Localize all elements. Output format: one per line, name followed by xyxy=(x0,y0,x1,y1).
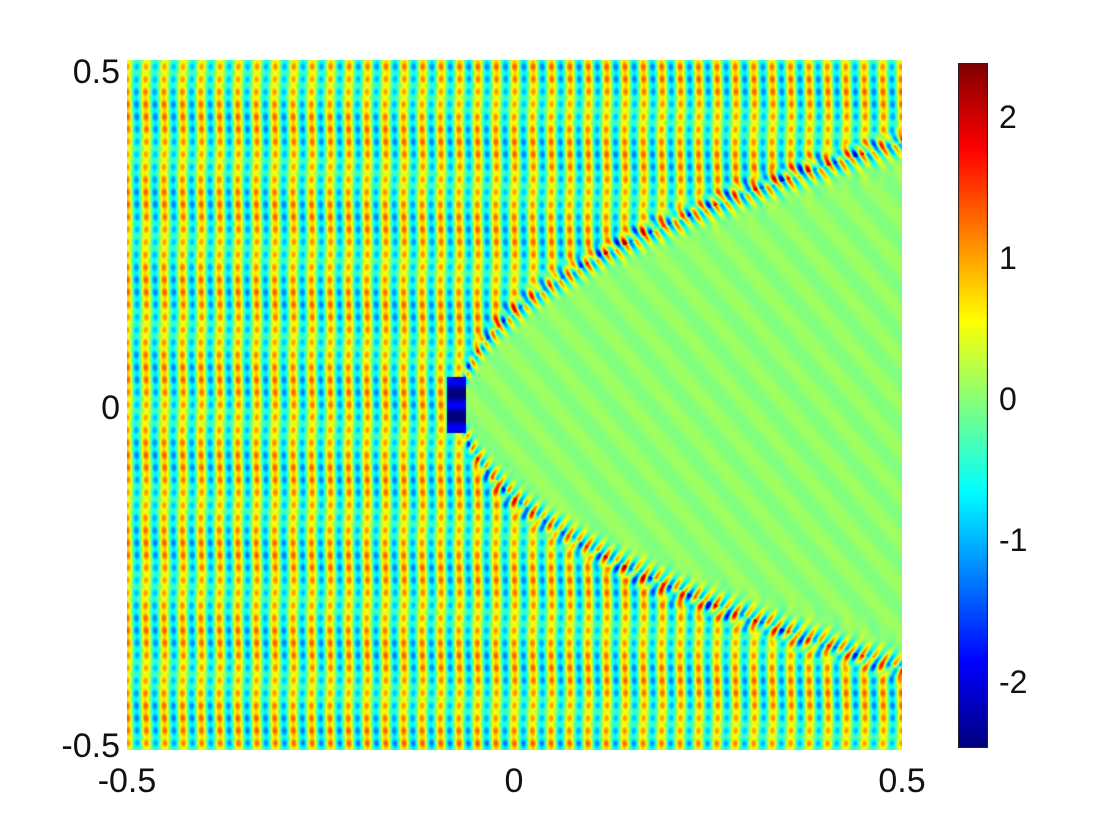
colorbar-tick-label: 1 xyxy=(999,240,1017,276)
x-tick-label: -0.5 xyxy=(97,762,157,800)
y-tick-label: -0.5 xyxy=(61,727,120,765)
colorbar-tick-label: 2 xyxy=(999,99,1017,135)
colorbar-tick-label: -2 xyxy=(999,664,1028,700)
colorbar-tick-label: 0 xyxy=(999,381,1017,417)
x-tick-label: 0 xyxy=(504,762,524,800)
heatmap-plot-area xyxy=(127,60,902,750)
colorbar-tick-label: -1 xyxy=(999,522,1028,558)
colorbar xyxy=(958,63,988,748)
x-tick-label: 0.5 xyxy=(878,762,926,800)
y-tick-label: 0 xyxy=(101,389,120,427)
y-tick-label: 0.5 xyxy=(72,53,120,91)
